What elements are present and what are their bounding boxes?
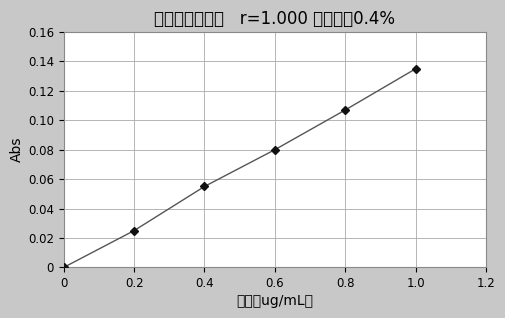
Title: 钒元素工作曲线   r=1.000 线性误差0.4%: 钒元素工作曲线 r=1.000 线性误差0.4% — [155, 10, 395, 28]
Y-axis label: Abs: Abs — [10, 137, 24, 162]
X-axis label: 浓度（ug/mL）: 浓度（ug/mL） — [236, 294, 313, 308]
